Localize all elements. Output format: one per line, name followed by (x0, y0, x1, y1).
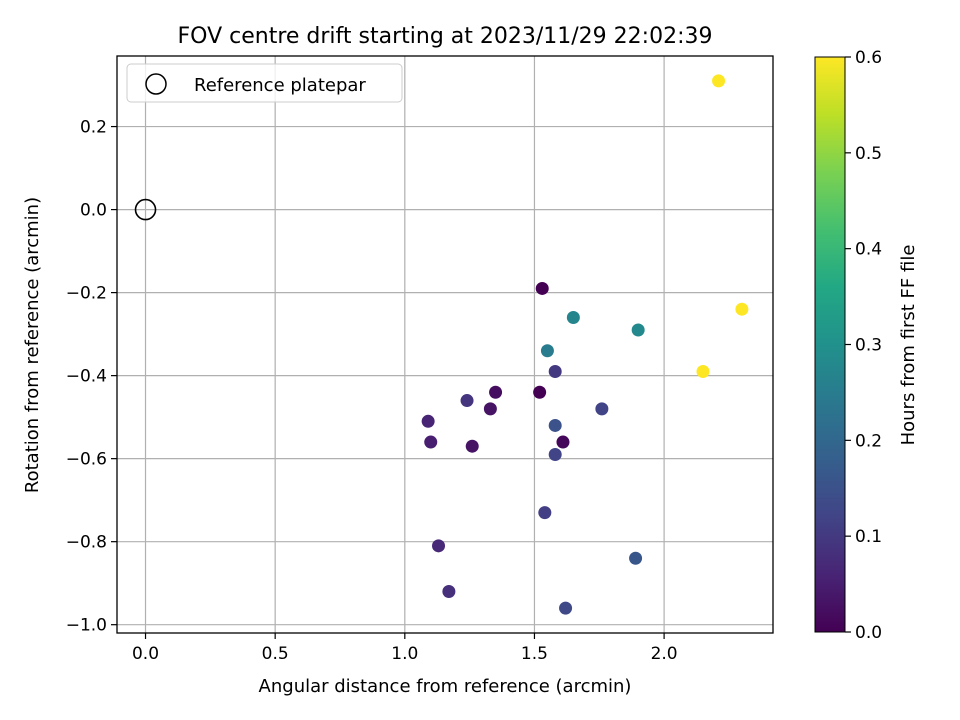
y-axis-label: Rotation from reference (arcmin) (22, 197, 43, 493)
data-point (556, 435, 570, 449)
x-axis-label: Angular distance from reference (arcmin) (259, 676, 632, 697)
data-point (631, 323, 645, 337)
chart-title: FOV centre drift starting at 2023/11/29 … (178, 24, 713, 49)
plot-area: 0.0 0.5 1.0 1.5 2.0 −1.0−0.8−0.6−0.4−0.20.00… (66, 55, 774, 664)
x-tick-label: 0.0 (132, 644, 159, 664)
x-tick-label: 1.0 (391, 644, 418, 664)
data-point (460, 394, 474, 408)
y-tick-label: 0.2 (80, 118, 107, 138)
data-point (540, 344, 554, 358)
colorbar-label: Hours from first FF file (898, 245, 919, 446)
x-tick-label: 1.5 (521, 644, 548, 664)
data-point (421, 414, 435, 428)
data-point (483, 402, 497, 416)
x-axis-ticks: 0.0 0.5 1.0 1.5 2.0 (132, 633, 678, 664)
y-tick-label: −0.4 (66, 367, 107, 387)
colorbar-tick-label: 0.0 (855, 623, 882, 643)
scatter-points (421, 74, 749, 615)
y-tick-label: −0.2 (66, 284, 107, 304)
data-point (548, 364, 562, 378)
colorbar: 0.0 0.1 0.2 0.3 0.4 0.5 0.6 Hours from first F… (814, 48, 919, 643)
y-tick-label: 0.0 (80, 201, 107, 221)
y-axis-ticks: −1.0 −0.8 −0.6 −0.4 −0.2 0.0 0.2 (66, 118, 117, 636)
axes-frame (116, 55, 774, 634)
x-tick-label: 2.0 (651, 644, 678, 664)
data-point (442, 584, 456, 598)
data-point (465, 439, 479, 453)
grid (117, 56, 773, 633)
colorbar-tick-label: 0.5 (855, 144, 882, 164)
reference-point (134, 198, 157, 221)
data-point (489, 385, 503, 399)
colorbar-gradient (814, 56, 846, 633)
colorbar-tick-label: 0.1 (855, 527, 882, 547)
legend-label: Reference platepar (194, 75, 366, 96)
data-point (548, 418, 562, 432)
legend-marker-open-circle (145, 73, 167, 95)
data-point (533, 385, 547, 399)
legend: Reference platepar (126, 63, 403, 103)
y-tick-label: −0.6 (66, 450, 107, 470)
data-point (696, 364, 710, 378)
data-point (629, 551, 643, 565)
data-point (535, 281, 549, 295)
colorbar-ticks: 0.0 0.1 0.2 0.3 0.4 0.5 0.6 (845, 48, 882, 643)
colorbar-tick-label: 0.4 (855, 240, 882, 260)
data-point (566, 311, 580, 325)
data-point (735, 302, 749, 316)
x-tick-label: 0.5 (262, 644, 289, 664)
legend-box (126, 63, 403, 103)
data-point (432, 539, 446, 553)
data-point (424, 435, 438, 449)
data-point (712, 74, 726, 88)
data-point (548, 448, 562, 462)
data-point (595, 402, 609, 416)
y-tick-label: −1.0 (66, 616, 107, 636)
colorbar-tick-label: 0.6 (855, 48, 882, 68)
y-tick-label: −0.8 (66, 533, 107, 553)
colorbar-tick-label: 0.2 (855, 431, 882, 451)
colorbar-tick-label: 0.3 (855, 336, 882, 356)
reference-marker (134, 198, 157, 221)
data-point (559, 601, 573, 615)
data-point (538, 506, 552, 520)
